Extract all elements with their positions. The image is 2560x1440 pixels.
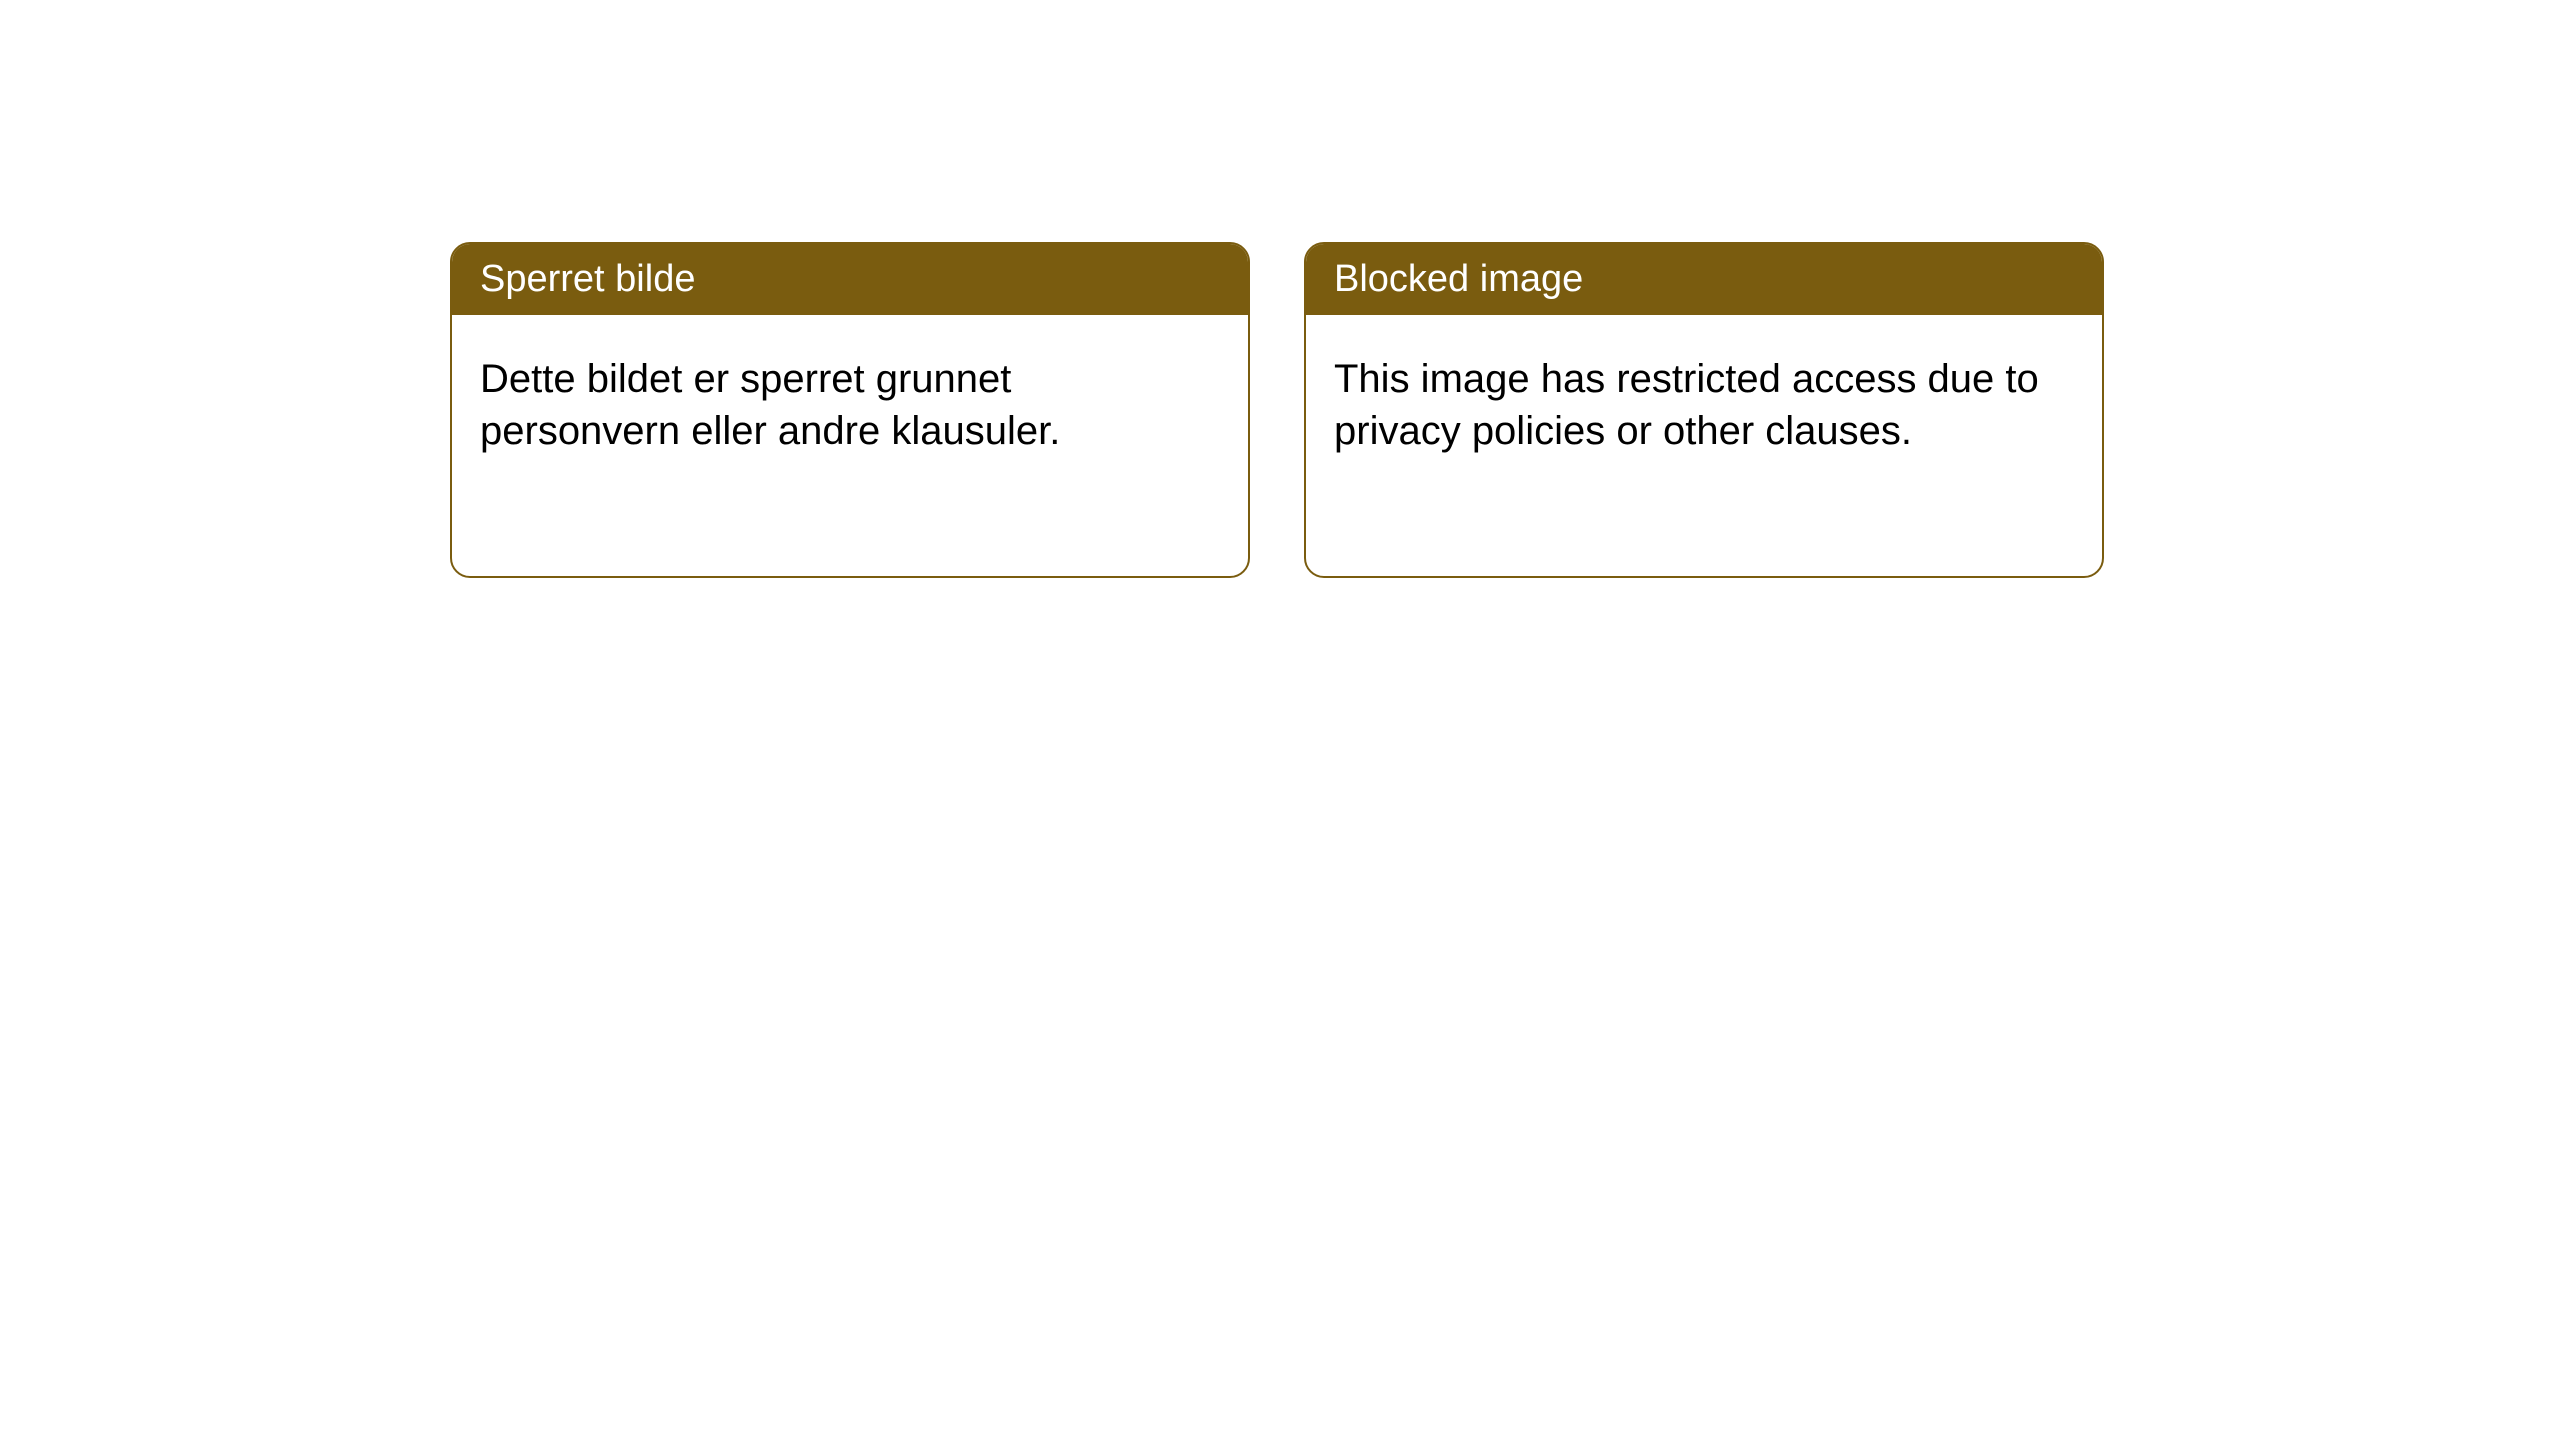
card-body: Dette bildet er sperret grunnet personve… — [452, 315, 1248, 495]
card-body: This image has restricted access due to … — [1306, 315, 2102, 495]
notice-cards-container: Sperret bilde Dette bildet er sperret gr… — [450, 242, 2104, 578]
notice-card-norwegian: Sperret bilde Dette bildet er sperret gr… — [450, 242, 1250, 578]
card-body-text: Dette bildet er sperret grunnet personve… — [480, 357, 1060, 453]
card-header: Sperret bilde — [452, 244, 1248, 315]
card-body-text: This image has restricted access due to … — [1334, 357, 2039, 453]
card-title: Sperret bilde — [480, 258, 695, 300]
card-title: Blocked image — [1334, 258, 1583, 300]
card-header: Blocked image — [1306, 244, 2102, 315]
notice-card-english: Blocked image This image has restricted … — [1304, 242, 2104, 578]
